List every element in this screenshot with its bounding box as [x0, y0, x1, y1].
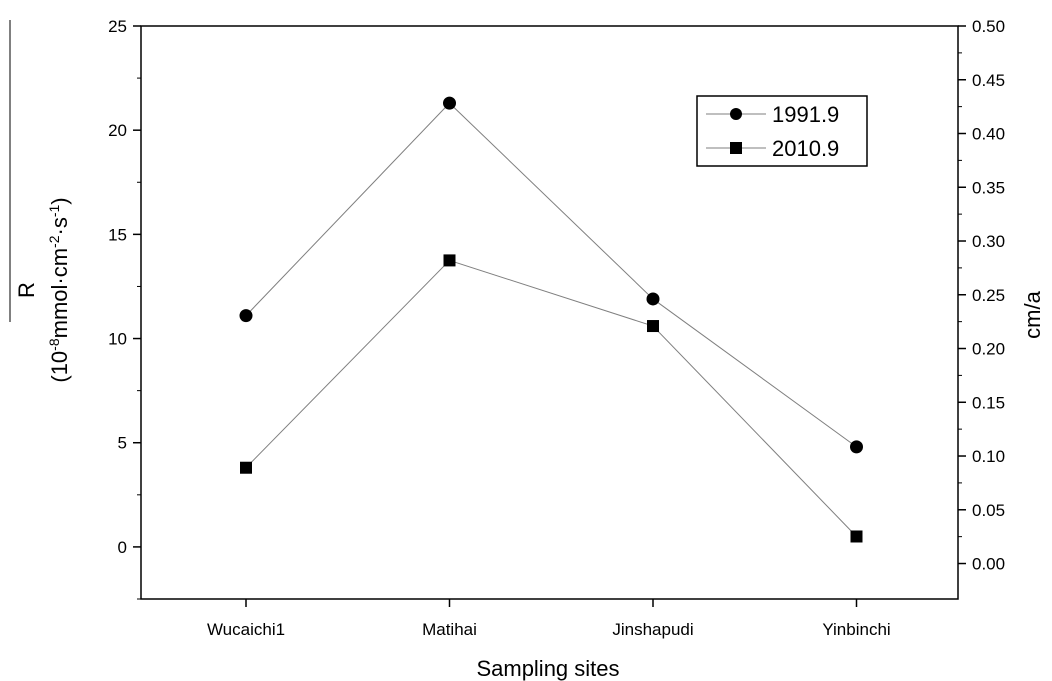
data-point-square [443, 254, 456, 267]
x-tick-label: Yinbinchi [822, 620, 890, 639]
y-right-axis-title: cm/a [1020, 290, 1045, 338]
y-right-tick-label: 0.45 [972, 71, 1005, 90]
legend-item-2010: 2010.9 [706, 136, 839, 161]
y-left-tick-label: 0 [118, 538, 127, 557]
chart-series [239, 96, 863, 543]
y-left-units-exp2: -2 [46, 235, 62, 248]
legend-label-1991: 1991.9 [772, 102, 839, 127]
data-point-square [850, 530, 863, 543]
y-right-tick-label: 0.05 [972, 501, 1005, 520]
y-left-tick-label: 10 [108, 330, 127, 349]
y-right-tick-label: 0.30 [972, 232, 1005, 251]
y-left-tick-label: 20 [108, 121, 127, 140]
y-left-tick-label: 5 [118, 434, 127, 453]
data-point-circle [443, 96, 456, 110]
x-tick-label: Jinshapudi [612, 620, 693, 639]
y-left-tick-label: 15 [108, 225, 127, 244]
legend-item-1991: 1991.9 [706, 102, 839, 127]
x-tick-label: Matihai [422, 620, 477, 639]
y-left-units-exp1: -8 [46, 338, 62, 351]
y-left-tick-label: 25 [108, 17, 127, 36]
y-left-units-mid: mmol·cm [47, 248, 72, 338]
y-left-units-exp3: -1 [46, 204, 62, 217]
legend-marker-circle [730, 108, 742, 120]
y-right-tick-label: 0.25 [972, 286, 1005, 305]
x-axis-title: Sampling sites [476, 656, 619, 681]
y-right-tick-label: 0.10 [972, 447, 1005, 466]
y-right-tick-label: 0.15 [972, 393, 1005, 412]
legend: 1991.9 2010.9 [696, 95, 868, 167]
plot-frame [140, 25, 959, 600]
legend-marker-square [730, 142, 742, 154]
data-point-square [647, 320, 659, 333]
y-right-tick-label: 0.20 [972, 340, 1005, 359]
legend-box [696, 95, 868, 167]
x-tick-label: Wucaichi1 [207, 620, 285, 639]
y-left-units-suffix: ) [47, 197, 72, 204]
y-right-tick-label: 0.00 [972, 555, 1005, 574]
data-point-circle [850, 440, 863, 454]
data-point-square [240, 461, 252, 474]
y-right-tick-label: 0.35 [972, 178, 1005, 197]
chart-axes: 0 5 10 15 20 25 0.00 0.05 0.10 0.15 0.20 0.25 0.30 0.… [108, 17, 1005, 639]
y-left-axis-title: R (10-8mmol·cm-2·s-1) [9, 20, 72, 383]
y-right-tick-label: 0.50 [972, 17, 1005, 36]
y-left-title-units: (10-8mmol·cm-2·s-1) [46, 197, 72, 382]
y-left-units-prefix: (10 [47, 351, 72, 383]
legend-label-2010: 2010.9 [772, 136, 839, 161]
y-left-title-symbol: R [14, 282, 39, 298]
y-left-units-mid2: ·s [47, 217, 72, 235]
data-point-circle [646, 292, 660, 306]
series-line-2010.9 [245, 259, 857, 537]
series-line-1991.9 [245, 102, 857, 448]
data-point-circle [239, 309, 253, 323]
y-right-tick-label: 0.40 [972, 125, 1005, 144]
